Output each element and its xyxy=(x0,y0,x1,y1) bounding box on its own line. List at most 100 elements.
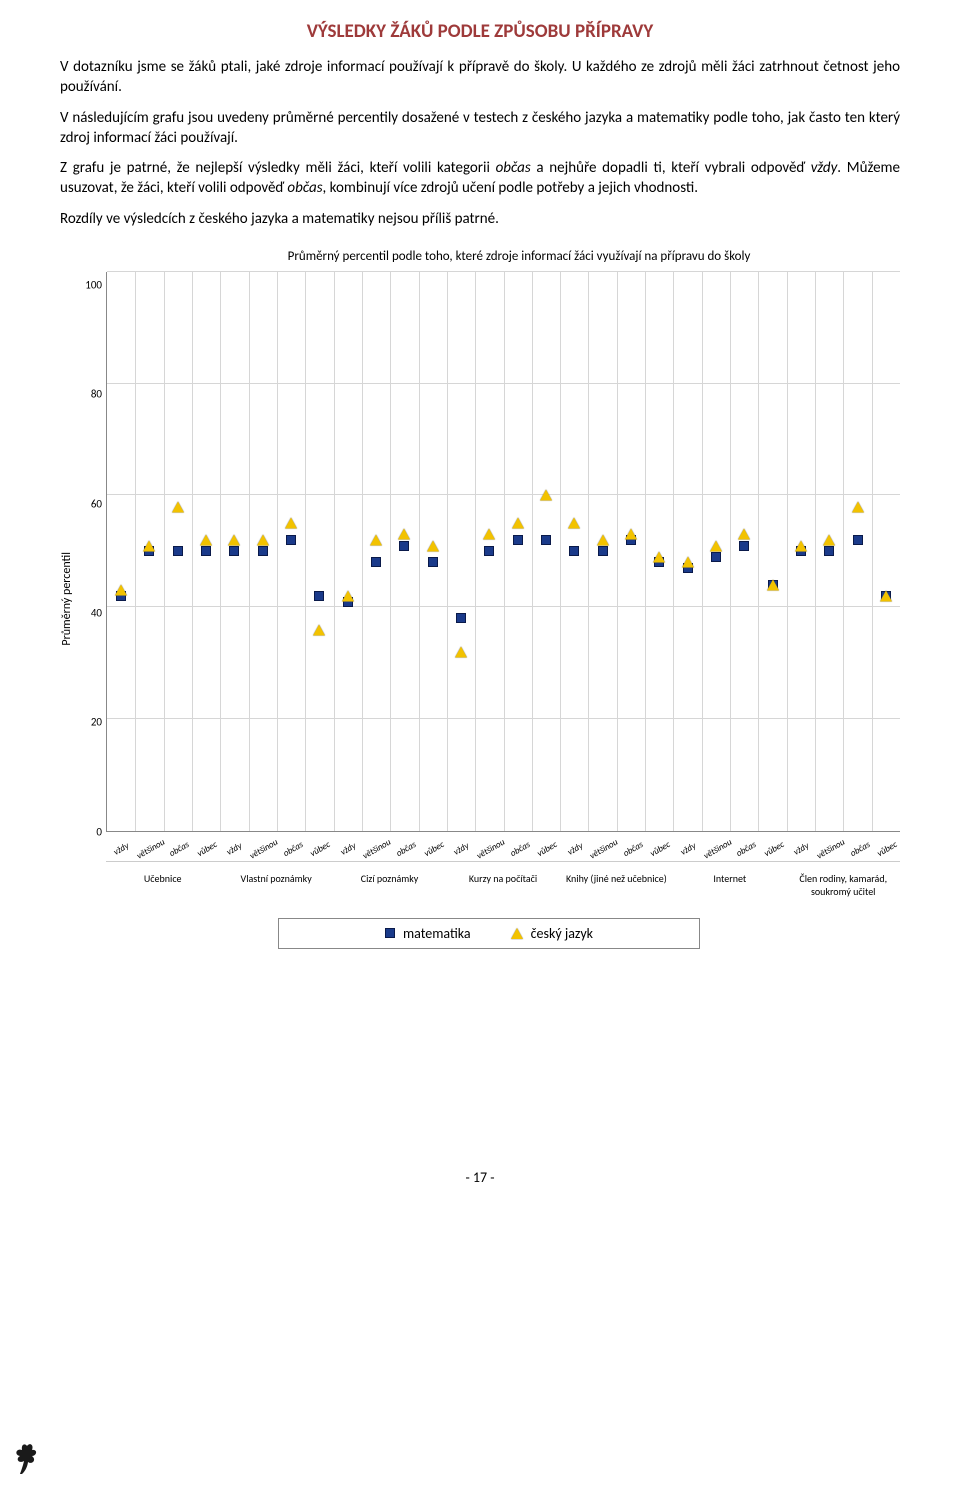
p3-text-d: , kombinují více zdrojů učení podle potř… xyxy=(323,179,699,197)
data-point-czech xyxy=(483,529,495,540)
grid-line-v xyxy=(872,272,873,831)
data-point-czech xyxy=(880,590,892,601)
data-point-czech xyxy=(342,590,354,601)
x-group-label: Cizí poznámky xyxy=(333,861,446,898)
data-point-math xyxy=(258,546,268,556)
data-point-czech xyxy=(512,518,524,529)
p3-em1: občas xyxy=(496,159,531,177)
grid-line-v xyxy=(730,272,731,831)
p3-em2: vždy xyxy=(811,159,838,177)
y-tick-label: 0 xyxy=(78,825,102,838)
grid-line-v xyxy=(532,272,533,831)
data-point-czech xyxy=(823,535,835,546)
grid-line-v xyxy=(645,272,646,831)
data-point-math xyxy=(711,552,721,562)
paragraph-4: Rozdíly ve výsledcích z českého jazyka a… xyxy=(60,209,900,229)
data-point-czech xyxy=(228,535,240,546)
y-axis-label: Průměrný percentil xyxy=(60,552,74,646)
data-point-czech xyxy=(115,585,127,596)
data-point-czech xyxy=(257,535,269,546)
triangle-marker-icon xyxy=(511,928,523,939)
data-point-czech xyxy=(852,501,864,512)
data-point-czech xyxy=(398,529,410,540)
data-point-math xyxy=(853,535,863,545)
data-point-math xyxy=(286,535,296,545)
data-point-math xyxy=(824,546,834,556)
legend-label-czech: český jazyk xyxy=(531,925,593,942)
x-group-label: Kurzy na počítači xyxy=(446,861,559,898)
grid-line-v xyxy=(192,272,193,831)
grid-line-v xyxy=(447,272,448,831)
page-title: VÝSLEDKY ŽÁKŮ PODLE ZPŮSOBU PŘÍPRAVY xyxy=(60,20,900,43)
x-group-label: Internet xyxy=(673,861,786,898)
chart-container: Průměrný percentil Průměrný percentil po… xyxy=(60,249,900,949)
grid-line-v xyxy=(135,272,136,831)
data-point-czech xyxy=(710,540,722,551)
data-point-math xyxy=(399,541,409,551)
chart-plot-area xyxy=(106,272,900,832)
grid-line-v xyxy=(843,272,844,831)
data-point-czech xyxy=(738,529,750,540)
x-group-label: Učebnice xyxy=(106,861,219,898)
data-point-math xyxy=(598,546,608,556)
grid-line-v xyxy=(334,272,335,831)
p3-text-a: Z grafu je patrné, že nejlepší výsledky … xyxy=(60,159,496,177)
data-point-czech xyxy=(597,535,609,546)
y-tick-label: 80 xyxy=(78,388,102,401)
grid-line-v xyxy=(815,272,816,831)
grid-line-v xyxy=(164,272,165,831)
y-tick-label: 40 xyxy=(78,606,102,619)
x-axis-groups: UčebniceVlastní poznámkyCizí poznámkyKur… xyxy=(106,861,900,898)
x-group-label: Knihy (jiné než učebnice) xyxy=(560,861,673,898)
data-point-czech xyxy=(455,646,467,657)
ink-splat-icon xyxy=(12,1440,42,1474)
grid-line-v xyxy=(220,272,221,831)
data-point-czech xyxy=(767,579,779,590)
data-point-czech xyxy=(682,557,694,568)
y-tick-label: 20 xyxy=(78,716,102,729)
grid-line-v xyxy=(249,272,250,831)
data-point-math xyxy=(371,557,381,567)
y-tick-label: 60 xyxy=(78,497,102,510)
legend-label-math: matematika xyxy=(403,925,471,942)
data-point-czech xyxy=(285,518,297,529)
grid-line-v xyxy=(475,272,476,831)
page-number: - 17 - xyxy=(60,1169,900,1186)
y-tick-label: 100 xyxy=(78,278,102,291)
data-point-czech xyxy=(653,551,665,562)
chart-legend: matematika český jazyk xyxy=(278,918,700,949)
data-point-czech xyxy=(370,535,382,546)
grid-line-v xyxy=(362,272,363,831)
data-point-math xyxy=(456,613,466,623)
data-point-math xyxy=(229,546,239,556)
legend-item-math: matematika xyxy=(385,925,471,942)
grid-line-v xyxy=(787,272,788,831)
data-point-math xyxy=(541,535,551,545)
data-point-czech xyxy=(795,540,807,551)
grid-line-v xyxy=(702,272,703,831)
paragraph-2: V následujícím grafu jsou uvedeny průměr… xyxy=(60,108,900,149)
grid-line-v xyxy=(390,272,391,831)
data-point-czech xyxy=(143,540,155,551)
data-point-czech xyxy=(313,624,325,635)
data-point-czech xyxy=(625,529,637,540)
data-point-math xyxy=(201,546,211,556)
data-point-czech xyxy=(540,490,552,501)
data-point-math xyxy=(569,546,579,556)
grid-line-v xyxy=(758,272,759,831)
grid-line-v xyxy=(305,272,306,831)
data-point-czech xyxy=(427,540,439,551)
data-point-czech xyxy=(568,518,580,529)
p3-text-b: a nejhůře dopadli ti, kteří vybrali odpo… xyxy=(531,159,811,177)
square-marker-icon xyxy=(385,928,395,938)
grid-line-v xyxy=(673,272,674,831)
x-axis-area: vždyvětšinouobčasvůbecvždyvětšinouobčasv… xyxy=(106,832,900,898)
data-point-math xyxy=(428,557,438,567)
grid-line-v xyxy=(419,272,420,831)
legend-item-czech: český jazyk xyxy=(511,925,593,942)
data-point-math xyxy=(314,591,324,601)
data-point-czech xyxy=(172,501,184,512)
grid-line-v xyxy=(588,272,589,831)
data-point-math xyxy=(739,541,749,551)
x-group-label: Vlastní poznámky xyxy=(219,861,332,898)
